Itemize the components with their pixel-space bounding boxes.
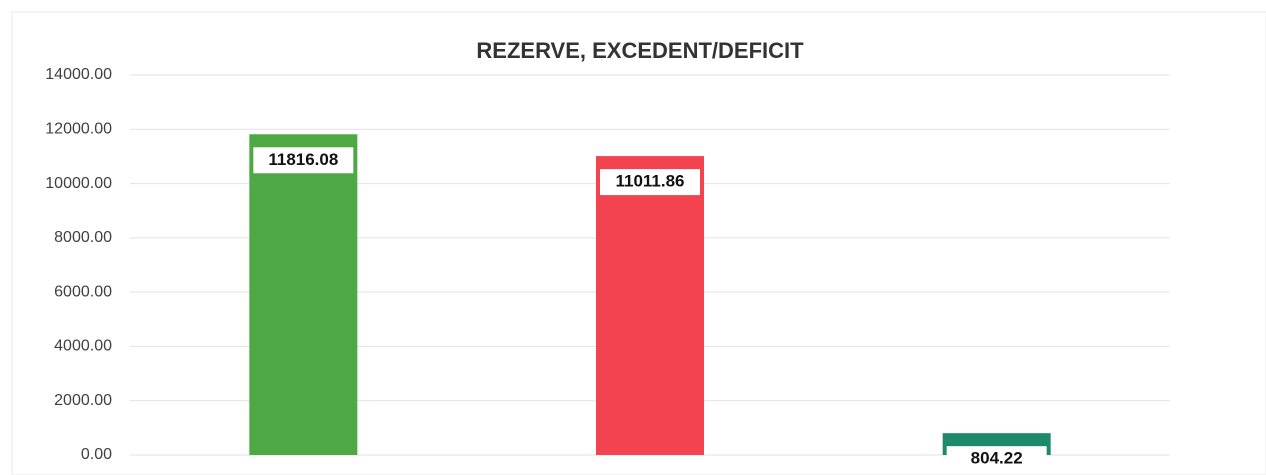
- value-label: 804.22: [971, 449, 1023, 468]
- y-tick-label: 12000.00: [45, 121, 112, 138]
- y-tick-label: 14000.00: [45, 66, 112, 83]
- y-tick-label: 2000.00: [54, 392, 112, 409]
- y-tick-label: 10000.00: [45, 175, 112, 192]
- value-label: 11011.86: [615, 172, 684, 191]
- chart-title: REZERVE, EXCEDENT/DEFICIT: [476, 38, 804, 63]
- bar: [249, 134, 358, 455]
- value-label-box: [253, 147, 354, 174]
- value-label-box: [946, 446, 1047, 473]
- y-tick-label: 6000.00: [54, 283, 112, 300]
- y-tick-label: 0.00: [81, 446, 112, 463]
- y-tick-label: 4000.00: [54, 338, 112, 355]
- value-label-box: [600, 169, 700, 196]
- y-tick-label: 8000.00: [54, 229, 112, 246]
- bar: [596, 156, 704, 455]
- value-label: 11816.08: [268, 150, 338, 169]
